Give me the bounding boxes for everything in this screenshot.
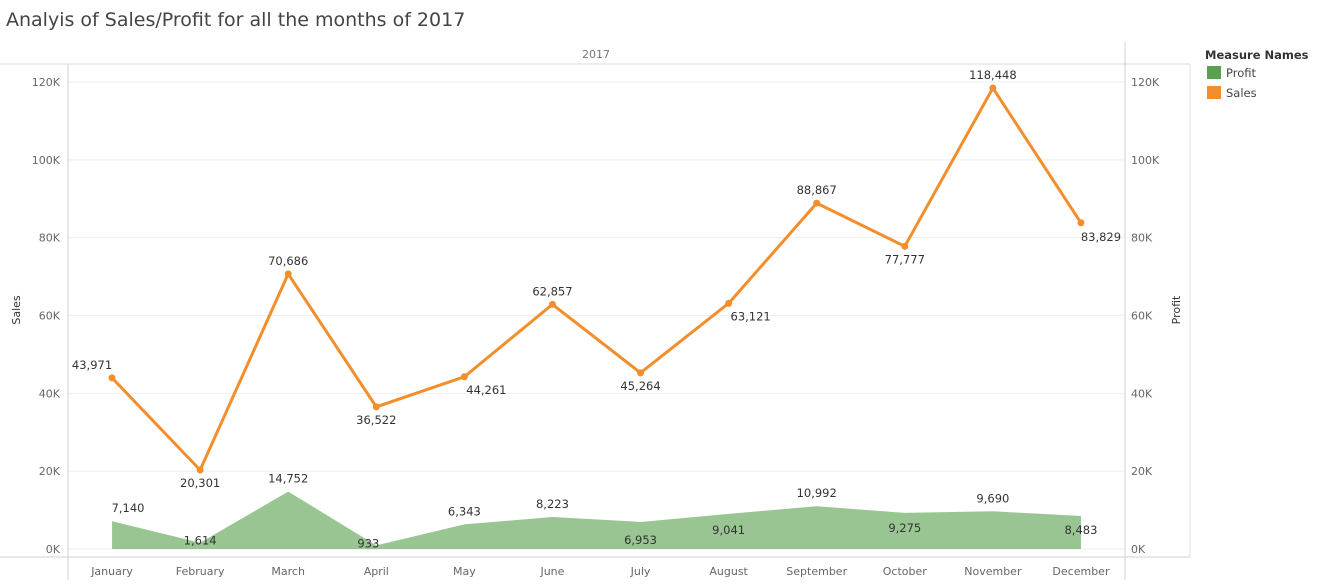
- right-tick-label: 40K: [1131, 387, 1153, 400]
- legend-label-sales: Sales: [1226, 86, 1257, 100]
- sales-label-november: 118,448: [969, 68, 1017, 82]
- profit-label-june: 8,223: [536, 497, 569, 511]
- right-tick-label: 80K: [1131, 232, 1153, 245]
- sales-point-july: [637, 369, 645, 377]
- right-tick-label: 60K: [1131, 310, 1153, 323]
- left-tick-label: 40K: [39, 387, 61, 400]
- sales-point-april: [372, 403, 380, 411]
- sales-point-september: [813, 199, 821, 207]
- profit-label-april: 933: [357, 536, 379, 550]
- sales-point-may: [460, 373, 468, 381]
- legend-swatch-profit: [1207, 66, 1221, 79]
- x-tick-label-june: June: [539, 565, 564, 578]
- profit-label-february: 1,614: [184, 534, 217, 548]
- profit-area: [112, 491, 1081, 549]
- x-tick-label-april: April: [364, 565, 389, 578]
- left-tick-label: 20K: [39, 465, 61, 478]
- grid-layer: [68, 81, 1125, 550]
- profit-label-december: 8,483: [1064, 523, 1097, 537]
- data-label-layer: 43,971 20,301 70,686 36,522 44,261 62,857 45,2…: [72, 68, 1121, 550]
- x-tick-label-october: October: [883, 565, 927, 578]
- sales-label-december: 83,829: [1081, 230, 1121, 244]
- right-axis-title: Profit: [1170, 295, 1183, 324]
- frame-layer: [0, 42, 1191, 580]
- profit-label-november: 9,690: [976, 491, 1009, 505]
- chart-title: Analyis of Sales/Profit for all the mont…: [6, 9, 465, 31]
- sales-point-december: [1077, 219, 1085, 227]
- x-tick-label-january: January: [90, 565, 133, 578]
- sales-label-june: 62,857: [532, 284, 572, 298]
- sales-point-january: [108, 374, 116, 382]
- legend-label-profit: Profit: [1226, 66, 1256, 80]
- sales-label-february: 20,301: [180, 476, 220, 490]
- legend: Measure Names Profit Sales: [1205, 48, 1309, 100]
- left-tick-label: 0K: [46, 543, 61, 556]
- x-tick-label-august: August: [709, 565, 748, 578]
- profit-area-layer: [112, 491, 1081, 549]
- x-tick-label-may: May: [453, 565, 476, 578]
- x-tick-label-february: February: [176, 565, 225, 578]
- x-tick-label-march: March: [271, 565, 305, 578]
- sales-label-april: 36,522: [356, 413, 396, 427]
- column-header: 2017: [582, 48, 610, 61]
- left-tick-label: 60K: [39, 310, 61, 323]
- profit-label-may: 6,343: [448, 504, 481, 518]
- left-tick-label: 80K: [39, 232, 61, 245]
- sales-point-june: [548, 300, 556, 308]
- x-tick-label-july: July: [630, 565, 651, 578]
- x-tick-label-december: December: [1052, 565, 1110, 578]
- profit-label-march: 14,752: [268, 472, 308, 486]
- right-tick-label: 100K: [1131, 154, 1160, 167]
- sales-label-january: 43,971: [72, 358, 112, 372]
- sales-label-september: 88,867: [797, 183, 837, 197]
- sales-label-may: 44,261: [466, 383, 506, 397]
- left-axis-title: Sales: [10, 295, 23, 325]
- sales-point-february: [196, 466, 204, 474]
- legend-swatch-sales: [1207, 86, 1221, 99]
- profit-label-october: 9,275: [888, 521, 921, 535]
- sales-label-july: 45,264: [620, 379, 660, 393]
- profit-label-september: 10,992: [797, 486, 837, 500]
- right-tick-label: 0K: [1131, 543, 1146, 556]
- sales-label-march: 70,686: [268, 254, 308, 268]
- profit-label-july: 6,953: [624, 533, 657, 547]
- right-tick-label: 120K: [1131, 76, 1160, 89]
- sales-point-october: [901, 242, 909, 250]
- axis-tick-layer: 0K 20K 40K 60K 80K 100K 120K 0K 20K 40K 60K 80K 100K…: [32, 76, 1160, 578]
- sales-label-august: 63,121: [731, 309, 771, 323]
- profit-label-january: 7,140: [112, 501, 145, 515]
- sales-point-august: [725, 299, 733, 307]
- sales-label-october: 77,777: [885, 252, 925, 266]
- x-tick-label-september: September: [786, 565, 847, 578]
- sales-line-layer: [108, 84, 1085, 474]
- sales-point-march: [284, 270, 292, 278]
- x-tick-label-november: November: [964, 565, 1022, 578]
- legend-title: Measure Names: [1205, 48, 1309, 62]
- left-tick-label: 120K: [32, 76, 61, 89]
- left-tick-label: 100K: [32, 154, 61, 167]
- profit-label-august: 9,041: [712, 523, 745, 537]
- sales-point-november: [989, 84, 997, 92]
- right-tick-label: 20K: [1131, 465, 1153, 478]
- sales-line: [110, 86, 1083, 472]
